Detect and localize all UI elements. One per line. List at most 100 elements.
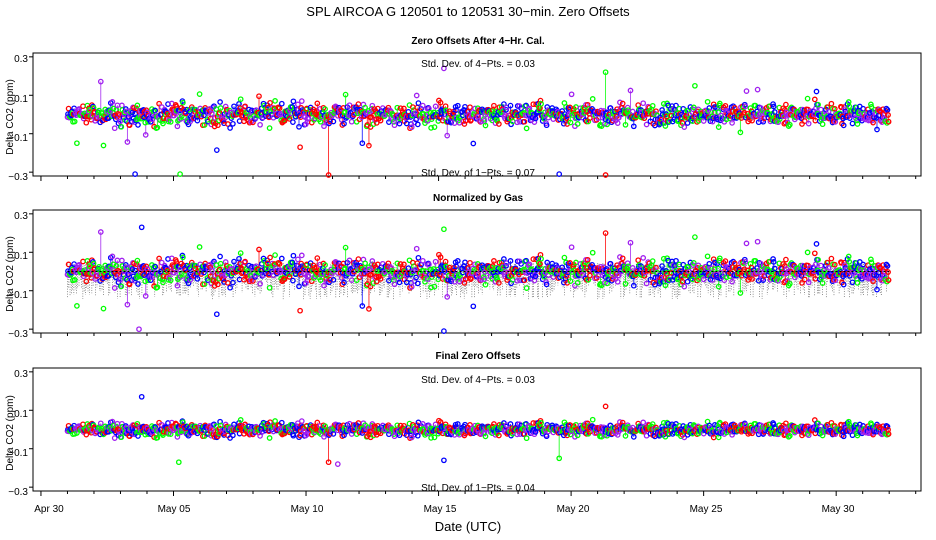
data-point (530, 101, 537, 108)
data-point (662, 123, 669, 129)
data-point (413, 92, 420, 99)
data-point (825, 265, 832, 271)
data-point (142, 293, 149, 299)
data-point (704, 253, 711, 260)
data-point (692, 234, 698, 240)
data-point (342, 244, 349, 251)
data-point (567, 119, 574, 126)
data-point (314, 100, 321, 107)
data-point (771, 265, 778, 272)
y-axis-label: Delta CO2 (ppm) (5, 79, 16, 155)
data-point (709, 118, 716, 125)
data-point (160, 279, 166, 286)
data-point (167, 119, 174, 125)
data-point (272, 98, 278, 104)
data-point (100, 305, 107, 312)
data-point (832, 277, 839, 284)
data-point (649, 258, 656, 264)
data-point (132, 171, 138, 177)
data-point (563, 115, 570, 122)
data-point (149, 116, 156, 123)
data-point (743, 88, 750, 94)
std-dev-1pts-annotation: Std. Dev. of 1−Pts. = 0.07 (421, 168, 535, 179)
data-point (828, 255, 835, 262)
data-point (136, 326, 142, 333)
data-point (367, 124, 374, 130)
plot-frame (32, 209, 922, 334)
data-point (142, 132, 149, 138)
data-point (471, 266, 478, 273)
data-point (109, 113, 115, 119)
data-point (866, 109, 873, 116)
panel-normalized-by-gas: Normalized by Gas Delta CO2 (ppm) 0.3 0.1 −0… (5, 193, 922, 340)
data-point (327, 276, 333, 283)
data-point (617, 254, 623, 260)
data-point (868, 259, 875, 266)
y-tick-label: −0.1 (8, 133, 28, 144)
data-point (119, 257, 125, 264)
data-point (813, 88, 820, 95)
data-point (641, 115, 648, 122)
data-point (635, 257, 642, 264)
data-point (201, 269, 207, 276)
data-point (201, 122, 208, 128)
data-point (240, 269, 246, 276)
data-point (317, 277, 324, 283)
data-point (117, 276, 124, 283)
data-point (649, 102, 656, 109)
data-point (391, 122, 398, 129)
data-point (373, 278, 380, 285)
data-point (432, 258, 439, 265)
data-point (743, 240, 750, 247)
data-point (266, 125, 273, 131)
data-point (643, 280, 650, 287)
data-point (408, 124, 415, 131)
data-point (445, 118, 452, 125)
data-point (80, 103, 86, 110)
data-point (523, 257, 529, 264)
data-point (881, 111, 888, 118)
data-point (884, 107, 891, 113)
data-point (196, 91, 203, 97)
data-point (230, 279, 236, 286)
data-point (394, 104, 401, 111)
data-point (450, 267, 457, 274)
data-point (431, 124, 438, 130)
data-point (622, 280, 629, 287)
data-point (786, 121, 793, 128)
data-point (217, 260, 224, 267)
y-tick-label: −0.1 (8, 290, 28, 301)
data-point (181, 271, 187, 278)
data-point (74, 140, 80, 147)
data-point (267, 99, 273, 106)
data-point (799, 121, 805, 127)
data-point (313, 264, 320, 271)
data-point (301, 113, 307, 119)
data-point (196, 244, 203, 250)
figure-title: SPL AIRCOA G 120501 to 120531 30−min. Ze… (306, 4, 630, 19)
data-point (875, 269, 882, 276)
data-point (704, 98, 711, 105)
data-point (355, 256, 362, 262)
data-point (278, 100, 285, 107)
data-point (180, 254, 186, 261)
data-point (342, 91, 349, 98)
data-point (507, 102, 514, 109)
data-point (428, 284, 434, 291)
data-point (71, 118, 78, 125)
data-point (236, 255, 242, 262)
data-point (602, 172, 609, 178)
data-point (260, 114, 266, 121)
data-point (333, 104, 340, 111)
data-point (824, 259, 831, 266)
data-point (314, 255, 321, 261)
data-point (831, 261, 838, 268)
data-point (584, 256, 591, 263)
data-point (475, 271, 482, 277)
data-point (222, 103, 229, 110)
data-point (666, 118, 673, 125)
data-point (849, 120, 856, 127)
data-point (208, 111, 215, 117)
data-point (622, 121, 629, 128)
